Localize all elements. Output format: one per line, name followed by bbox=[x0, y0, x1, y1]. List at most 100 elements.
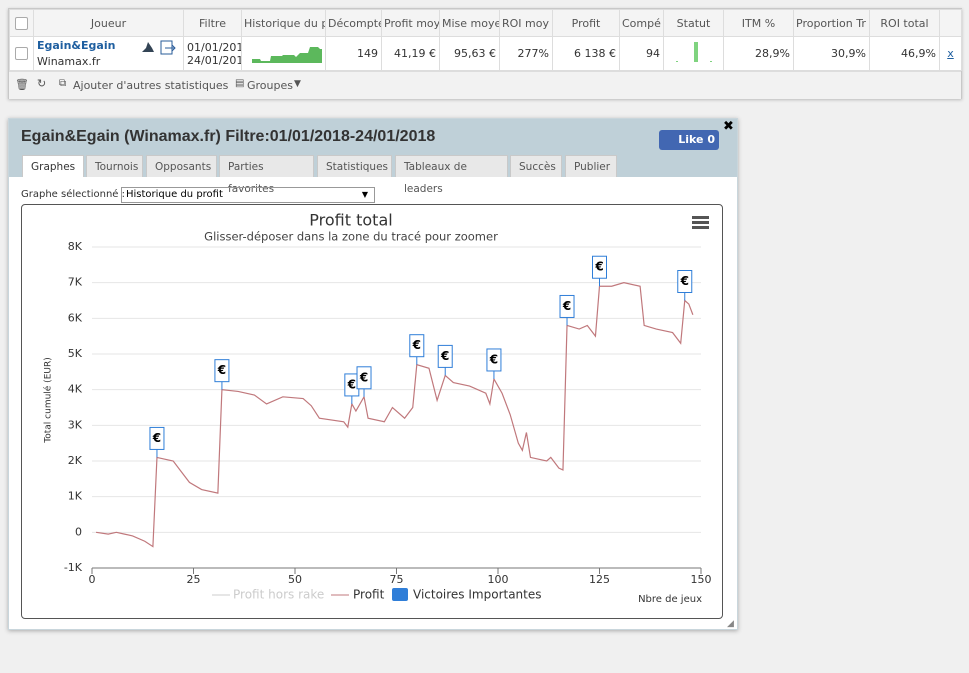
cell: 28,9% bbox=[723, 36, 794, 71]
filter-cell: 01/01/201824/01/2018 bbox=[183, 36, 242, 71]
row-select[interactable] bbox=[9, 36, 34, 71]
history-spark bbox=[241, 36, 326, 71]
cell: 95,63 € bbox=[439, 36, 500, 71]
player-name[interactable]: Egain&Egain bbox=[37, 39, 116, 52]
header[interactable]: Proportion Tr bbox=[793, 9, 870, 37]
flag-label: € bbox=[680, 274, 689, 288]
close[interactable]: ✖ bbox=[723, 119, 734, 134]
flag-box bbox=[149, 426, 165, 450]
chart-frame bbox=[21, 204, 723, 619]
resize-handle[interactable]: ◢ bbox=[727, 619, 734, 629]
y-tick-label: -1K bbox=[64, 561, 83, 574]
delete-icon[interactable]: 🗑 bbox=[15, 78, 29, 91]
flag-box bbox=[677, 270, 693, 293]
tab[interactable]: Parties favorites bbox=[219, 155, 314, 195]
header[interactable]: ROI total bbox=[869, 9, 940, 37]
select-label: Graphe sélectionné : bbox=[21, 189, 125, 200]
remove-link[interactable]: x bbox=[939, 36, 962, 71]
select-value: Historique du profit bbox=[126, 189, 223, 200]
cell: 277% bbox=[499, 36, 553, 71]
legend-label: Victoires Importantes bbox=[413, 588, 542, 602]
status-bar bbox=[676, 42, 712, 62]
header[interactable]: Profit moy bbox=[381, 9, 440, 37]
tab[interactable]: Opposants bbox=[146, 155, 217, 177]
flag-box bbox=[409, 334, 425, 358]
header[interactable]: Joueur bbox=[33, 9, 184, 37]
groups[interactable]: Groupes bbox=[247, 79, 293, 92]
flag-label: € bbox=[347, 377, 356, 391]
x-tick-label: 0 bbox=[89, 573, 96, 586]
flag-box bbox=[214, 359, 230, 383]
profile-panel: Egain&Egain (Winamax.fr) Filtre:01/01/20… bbox=[8, 118, 738, 630]
header[interactable]: Historique du p bbox=[241, 9, 326, 37]
flag: € bbox=[592, 255, 607, 287]
cell: 41,19 € bbox=[381, 36, 440, 71]
sparkline bbox=[252, 47, 322, 63]
flag: € bbox=[409, 334, 425, 365]
header[interactable]: Mise moye bbox=[439, 9, 500, 37]
x-tick-label: 75 bbox=[390, 573, 404, 586]
x-tick-label: 25 bbox=[187, 573, 201, 586]
like-button[interactable]: Like 0 bbox=[659, 130, 719, 150]
y-tick-label: 8K bbox=[68, 240, 83, 253]
panel-title: Egain&Egain (Winamax.fr) Filtre:01/01/20… bbox=[21, 128, 436, 145]
flag-box bbox=[559, 294, 575, 318]
header[interactable]: Décompte bbox=[325, 9, 382, 37]
tab[interactable]: Tournois bbox=[86, 155, 143, 177]
header[interactable]: Statut bbox=[663, 9, 724, 37]
add-icon: ⧉ bbox=[59, 78, 67, 89]
cell: 30,9% bbox=[793, 36, 870, 71]
flag-box bbox=[437, 344, 453, 368]
chart: Profit total Glisser-déposer dans la zon… bbox=[43, 211, 712, 606]
cell: 149 bbox=[325, 36, 382, 71]
x-tick-label: 100 bbox=[488, 573, 509, 586]
y-tick-label: 6K bbox=[68, 311, 83, 324]
header[interactable]: ITM % bbox=[723, 9, 794, 37]
flag-label: € bbox=[412, 338, 421, 352]
select-all[interactable] bbox=[9, 9, 34, 37]
flag-box bbox=[592, 255, 607, 279]
header[interactable]: Compé bbox=[619, 9, 664, 37]
legend-label: Profit bbox=[353, 588, 385, 602]
legend-label: Profit hors rake bbox=[233, 588, 324, 602]
filter-to: 24/01/2018 bbox=[187, 53, 241, 67]
flag: € bbox=[437, 344, 453, 376]
y-tick-label: 2K bbox=[68, 454, 83, 467]
graph-select[interactable]: Historique du profit ▼ bbox=[121, 187, 375, 203]
flag: € bbox=[559, 294, 575, 326]
add-stats[interactable]: Ajouter d'autres statistiques bbox=[73, 79, 229, 92]
player-cell: Egain&Egain Winamax.fr bbox=[33, 36, 184, 71]
header bbox=[939, 9, 962, 37]
cell: 94 bbox=[619, 36, 664, 71]
flag-label: € bbox=[562, 299, 571, 313]
tab[interactable]: Tableaux de leaders bbox=[395, 155, 508, 195]
header[interactable]: ROI moy bbox=[499, 9, 553, 37]
header[interactable]: Profit bbox=[552, 9, 620, 37]
groups-icon: ▤ bbox=[235, 78, 245, 89]
like-count: 0 bbox=[707, 133, 715, 146]
tab[interactable]: Statistiques bbox=[317, 155, 392, 177]
cell: 46,9% bbox=[869, 36, 940, 71]
y-tick-label: 0 bbox=[75, 525, 82, 538]
tab[interactable]: Succès bbox=[510, 155, 562, 177]
menu-icon[interactable] bbox=[692, 216, 709, 229]
y-tick-label: 1K bbox=[68, 490, 83, 503]
tab[interactable]: Graphes bbox=[22, 155, 84, 177]
player-icons[interactable] bbox=[140, 40, 176, 56]
filter-from: 01/01/2018 bbox=[187, 40, 241, 54]
header[interactable]: Filtre bbox=[183, 9, 242, 37]
refresh-icon[interactable]: ↻ bbox=[37, 77, 47, 90]
flag-label: € bbox=[152, 431, 161, 445]
tab[interactable]: Publier bbox=[565, 155, 617, 177]
flag: € bbox=[486, 348, 502, 379]
flag: € bbox=[356, 366, 372, 397]
y-tick-label: 7K bbox=[68, 276, 83, 289]
status-spark bbox=[663, 36, 724, 71]
x-tick-label: 150 bbox=[691, 573, 712, 586]
groups-caret[interactable]: ▼ bbox=[294, 79, 301, 89]
panel-header: Egain&Egain (Winamax.fr) Filtre:01/01/20… bbox=[9, 119, 737, 195]
flag: € bbox=[677, 270, 693, 301]
chart-subtitle: Glisser-déposer dans la zone du tracé po… bbox=[204, 230, 498, 244]
flag-label: € bbox=[489, 352, 498, 366]
